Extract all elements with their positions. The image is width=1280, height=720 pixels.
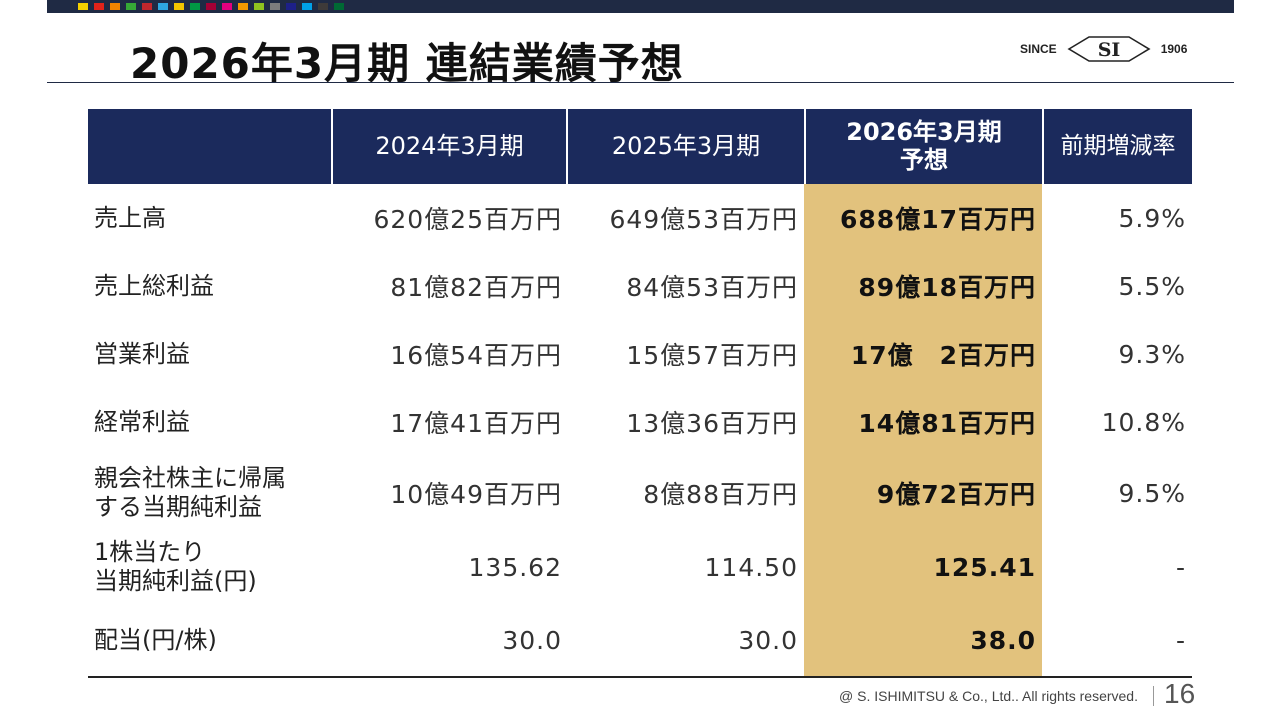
header-fy2024: 2024年3月期: [331, 109, 566, 184]
header-fy2026-text: 2026年3月期 予想: [846, 117, 1002, 174]
value-fy2025: 649億53百万円: [609, 205, 798, 234]
color-swatch: [238, 3, 248, 10]
table-row: 売上高 620億25百万円 649億53百万円 688億17百万円 5.9%: [88, 184, 1192, 252]
si-diamond-icon: SI: [1067, 36, 1151, 62]
row-label: 経常利益: [94, 407, 190, 436]
value-change-rate: -: [1175, 625, 1186, 655]
color-swatch: [142, 3, 152, 10]
value-fy2025: 13億36百万円: [626, 409, 798, 438]
color-swatch: [254, 3, 264, 10]
row-label: 1株当たり 当期純利益(円): [94, 538, 257, 595]
value-fy2024: 16億54百万円: [390, 341, 562, 370]
color-swatches: [78, 3, 344, 10]
value-change-rate: 9.3%: [1118, 339, 1186, 369]
value-change-rate: 9.5%: [1118, 478, 1186, 508]
value-change-rate: 5.5%: [1118, 271, 1186, 301]
footer-separator: [1153, 686, 1154, 706]
row-label: 売上総利益: [94, 271, 214, 300]
value-fy2024: 10億49百万円: [390, 480, 562, 509]
color-swatch: [206, 3, 216, 10]
value-fy2026-forecast: 14億81百万円: [804, 388, 1042, 456]
forecast-table: 2024年3月期 2025年3月期 2026年3月期 予想 前期増減率 売上高 6…: [88, 109, 1192, 678]
header-fy2025: 2025年3月期: [566, 109, 804, 184]
value-fy2024: 81億82百万円: [390, 273, 562, 302]
color-swatch: [270, 3, 280, 10]
header-blank: [88, 109, 331, 184]
table-row: 売上総利益 81億82百万円 84億53百万円 89億18百万円 5.5%: [88, 252, 1192, 320]
value-change-rate: 10.8%: [1101, 407, 1186, 437]
table-bottom-rule: [88, 676, 1192, 678]
value-fy2026-forecast: 89億18百万円: [804, 252, 1042, 320]
color-swatch: [94, 3, 104, 10]
value-fy2026-forecast: 688億17百万円: [804, 184, 1042, 252]
row-label: 配当(円/株): [94, 625, 217, 654]
value-change-rate: -: [1175, 552, 1186, 582]
color-swatch: [190, 3, 200, 10]
value-fy2024: 620億25百万円: [373, 205, 562, 234]
company-logo: SINCE SI 1906: [1020, 34, 1187, 64]
table-row: 1株当たり 当期純利益(円) 135.62 114.50 125.41 -: [88, 530, 1192, 604]
table-header: 2024年3月期 2025年3月期 2026年3月期 予想 前期増減率: [88, 109, 1192, 184]
logo-mark: SI: [1097, 39, 1120, 61]
header-change-rate: 前期増減率: [1042, 109, 1192, 184]
page-title: 2026年3月期 連結業績予想: [130, 39, 684, 88]
color-swatch: [110, 3, 120, 10]
header-fy2026-forecast: 2026年3月期 予想: [804, 109, 1042, 184]
color-swatch: [174, 3, 184, 10]
value-fy2026-forecast: 17億 2百万円: [804, 320, 1042, 388]
color-swatch: [222, 3, 232, 10]
table-row: 営業利益 16億54百万円 15億57百万円 17億 2百万円 9.3%: [88, 320, 1192, 388]
value-fy2026-forecast: 9億72百万円: [804, 456, 1042, 530]
row-label: 親会社株主に帰属 する当期純利益: [94, 464, 286, 521]
color-swatch: [158, 3, 168, 10]
logo-since: SINCE: [1020, 42, 1057, 56]
copyright-footer: @ S. ISHIMITSU & Co., Ltd.. All rights r…: [839, 688, 1138, 704]
row-label: 売上高: [94, 203, 166, 232]
value-fy2024: 135.62: [468, 552, 562, 582]
color-swatch: [78, 3, 88, 10]
title-divider: [47, 82, 1234, 83]
row-label: 営業利益: [94, 339, 190, 368]
table-row: 経常利益 17億41百万円 13億36百万円 14億81百万円 10.8%: [88, 388, 1192, 456]
table-row: 親会社株主に帰属 する当期純利益 10億49百万円 8億88百万円 9億72百万円 9.…: [88, 456, 1192, 530]
logo-year: 1906: [1160, 42, 1188, 56]
color-swatch: [286, 3, 296, 10]
value-fy2024: 30.0: [502, 625, 562, 655]
value-fy2026-forecast: 125.41: [804, 530, 1042, 604]
value-fy2026-forecast: 38.0: [804, 604, 1042, 676]
color-swatch: [126, 3, 136, 10]
value-fy2025: 84億53百万円: [626, 273, 798, 302]
page-number: 16: [1164, 678, 1196, 709]
value-change-rate: 5.9%: [1118, 203, 1186, 233]
value-fy2025: 30.0: [738, 625, 798, 655]
table-row: 配当(円/株) 30.0 30.0 38.0-: [88, 604, 1192, 676]
color-swatch: [302, 3, 312, 10]
value-fy2025: 8億88百万円: [643, 480, 798, 509]
color-swatch: [334, 3, 344, 10]
table-body: 売上高 620億25百万円 649億53百万円 688億17百万円 5.9% 売上総利益 8…: [88, 184, 1192, 676]
value-fy2025: 15億57百万円: [626, 341, 798, 370]
color-swatch: [318, 3, 328, 10]
value-fy2024: 17億41百万円: [390, 409, 562, 438]
value-fy2025: 114.50: [704, 552, 798, 582]
